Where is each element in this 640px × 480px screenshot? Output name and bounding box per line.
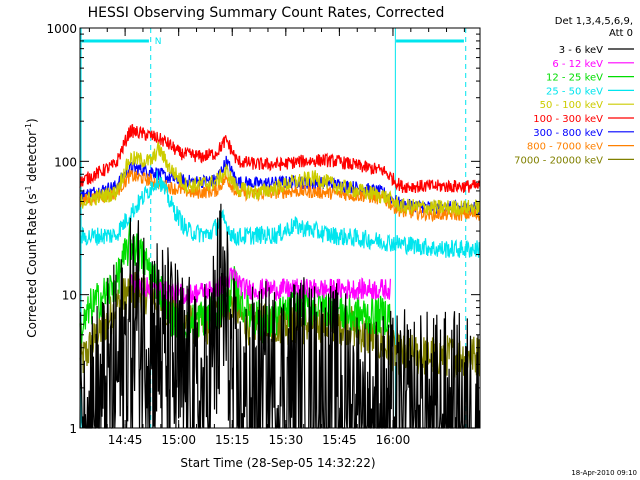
x-tick-label: 15:00 (161, 433, 196, 447)
series-line (79, 141, 481, 218)
series-line (79, 169, 481, 223)
plot-frame (79, 27, 481, 429)
legend-entry-label: 25 - 50 keV (546, 86, 603, 97)
y-axis-label-superscript: -1 (24, 185, 33, 193)
x-tick-label: 15:15 (215, 433, 250, 447)
y-tick-label: 1 (69, 422, 77, 436)
series-line (79, 222, 391, 351)
legend-entry-label: 6 - 12 keV (552, 59, 603, 70)
legend-entry-label: 3 - 6 keV (559, 45, 603, 56)
legend: Det 1,3,4,5,6,9,Att 0 3 - 6 keV 6 - 12 keV… (514, 16, 634, 166)
x-tick-label: 15:45 (322, 433, 357, 447)
x-tick-label: 14:45 (108, 433, 143, 447)
y-tick-label: 10 (62, 289, 77, 303)
y-axis-label-part: detector (25, 131, 39, 186)
legend-entry-label: 12 - 25 keV (546, 73, 603, 84)
legend-header: Det 1,3,4,5,6,9, (555, 16, 633, 27)
legend-entry-label: 7000 - 20000 keV (514, 155, 603, 166)
y-axis-label-part: Corrected Count Rate (s (25, 193, 39, 337)
timestamp: 18-Apr-2010 09:10 (571, 469, 637, 477)
series-line (79, 170, 481, 258)
night-marker-label: N (155, 37, 162, 47)
y-axis-label-part: ) (25, 118, 39, 123)
x-axis-label: Start Time (28-Sep-05 14:32:22) (180, 456, 375, 470)
legend-entry-label: 50 - 100 keV (540, 100, 604, 111)
chart-title: HESSI Observing Summary Count Rates, Cor… (88, 5, 445, 21)
legend-entry-label: 100 - 300 keV (533, 114, 603, 125)
series-group (79, 123, 481, 429)
series-line (79, 123, 481, 194)
y-axis-label: Corrected Count Rate (s-1 detector-1) (24, 118, 39, 337)
series-line (129, 267, 391, 305)
legend-header: Att 0 (609, 28, 633, 39)
x-tick-label: 15:30 (269, 433, 304, 447)
y-tick-label: 1000 (46, 22, 77, 36)
x-tick-label: 16:00 (376, 433, 411, 447)
y-axis-label-superscript: -1 (24, 123, 33, 131)
legend-entry-label: 800 - 7000 keV (527, 142, 603, 153)
legend-entry-label: 300 - 800 keV (533, 128, 603, 139)
axis-ticks: 14:45 15:00 15:15 15:30 15:45 16:00 1 10 100 1000 (46, 22, 480, 447)
y-tick-label: 100 (54, 155, 77, 169)
